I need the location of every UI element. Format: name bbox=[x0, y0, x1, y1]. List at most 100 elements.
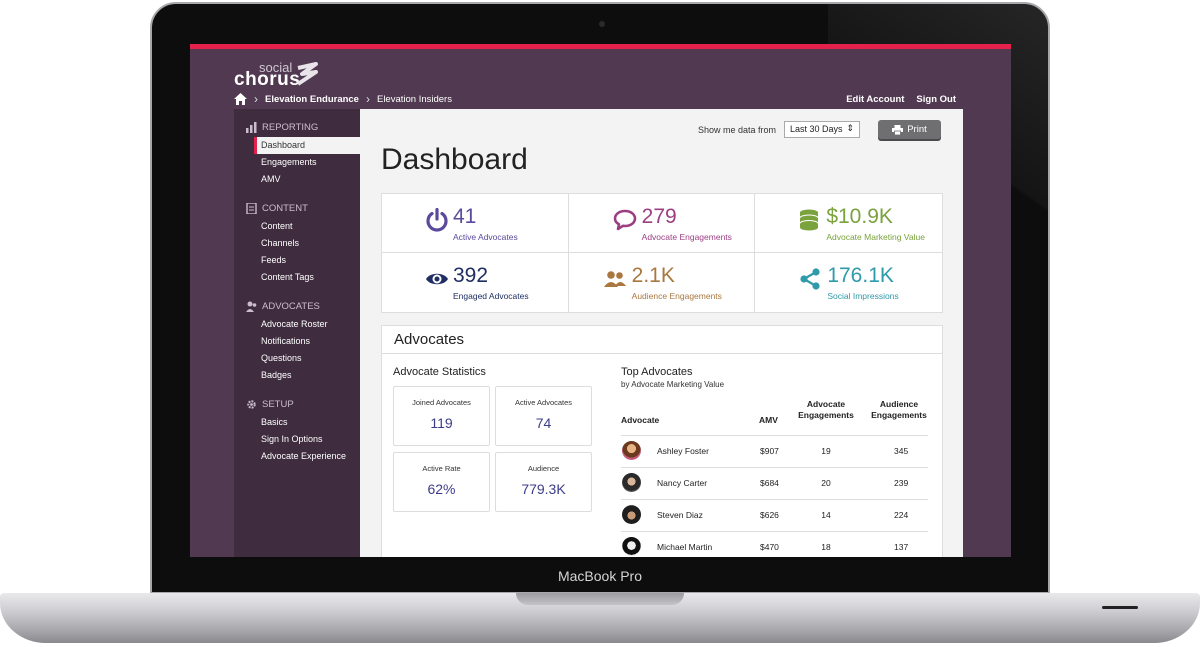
logo-line1: social bbox=[259, 60, 293, 75]
advocate-name[interactable]: Steven Diaz bbox=[657, 510, 703, 520]
breadcrumb-item-1[interactable]: Elevation Endurance bbox=[265, 93, 359, 105]
page-title: Dashboard bbox=[381, 143, 528, 176]
sidebar-item-badges[interactable]: Badges bbox=[261, 370, 292, 380]
chevron-right-icon: › bbox=[365, 92, 370, 106]
section-label: ADVOCATES bbox=[262, 300, 320, 312]
camera-dot bbox=[599, 21, 605, 27]
sidebar-item-amv[interactable]: AMV bbox=[261, 174, 281, 184]
amv-value: $470 bbox=[760, 542, 779, 552]
table-header-divider bbox=[621, 435, 928, 436]
logo-mark-icon bbox=[296, 62, 318, 86]
sidebar-item-channels[interactable]: Channels bbox=[261, 238, 300, 248]
home-icon[interactable] bbox=[234, 93, 247, 105]
section-reporting: REPORTING bbox=[234, 117, 360, 137]
advocates-panel: Advocates Advocate Statistics Joined Adv… bbox=[381, 325, 943, 557]
avatar bbox=[622, 537, 641, 556]
column-header-amv[interactable]: AMV bbox=[759, 415, 778, 425]
sidebar-item-content-tags[interactable]: Content Tags bbox=[261, 272, 314, 282]
date-range-select[interactable]: Last 30 Days ⇕ bbox=[784, 121, 860, 138]
metric-social-impressions[interactable]: 176.1K Social Impressions bbox=[755, 253, 942, 312]
section-setup: SETUP bbox=[234, 394, 360, 414]
advocate-engagements-value: 18 bbox=[821, 542, 831, 552]
logo-line2: chorus bbox=[234, 69, 301, 90]
sidebar-item-questions[interactable]: Questions bbox=[261, 353, 302, 363]
stat-label: Joined Advocates bbox=[412, 398, 471, 407]
user-icon bbox=[246, 301, 257, 312]
sidebar-item-dashboard[interactable]: Dashboard bbox=[254, 137, 360, 154]
section-label: REPORTING bbox=[262, 121, 319, 133]
sign-out-link[interactable]: Sign Out bbox=[916, 94, 956, 105]
print-button[interactable]: Print bbox=[878, 120, 941, 139]
advocate-name[interactable]: Michael Martin bbox=[657, 542, 713, 552]
table-row[interactable]: Ashley Foster $907 19 345 bbox=[621, 435, 928, 467]
row-divider bbox=[621, 531, 928, 532]
sidebar-item-content[interactable]: Content bbox=[261, 221, 293, 231]
metric-value: $10.9K bbox=[826, 205, 893, 228]
sidebar-item-advocate-experience[interactable]: Advocate Experience bbox=[261, 451, 347, 461]
amv-value: $626 bbox=[760, 510, 779, 520]
audience-engagements-value: 239 bbox=[894, 478, 909, 488]
database-stack-icon bbox=[799, 209, 819, 231]
panel-title: Advocates bbox=[382, 326, 942, 354]
metric-value: 279 bbox=[641, 205, 677, 228]
top-advocates-title: Top Advocates bbox=[621, 366, 693, 378]
sidebar-item-advocate-roster[interactable]: Advocate Roster bbox=[261, 319, 328, 329]
avatar bbox=[622, 441, 641, 460]
breadcrumb-item-2[interactable]: Elevation Insiders bbox=[376, 93, 452, 105]
table-row[interactable]: Nancy Carter $684 20 239 bbox=[621, 467, 928, 499]
avatar bbox=[622, 473, 641, 492]
advocate-name[interactable]: Ashley Foster bbox=[657, 446, 709, 456]
advocate-engagements-value: 14 bbox=[821, 510, 831, 520]
advocate-name[interactable]: Nancy Carter bbox=[657, 478, 708, 488]
amv-value: $907 bbox=[760, 446, 779, 456]
sidebar-item-basics[interactable]: Basics bbox=[261, 417, 288, 427]
stat-value: 74 bbox=[535, 415, 552, 431]
printer-icon bbox=[892, 124, 904, 135]
sidebar-item-engagements[interactable]: Engagements bbox=[261, 157, 317, 167]
gear-icon bbox=[247, 399, 256, 409]
metrics-grid: 41 Active Advocates 279 Advocate Engagem… bbox=[381, 193, 943, 313]
section-label: SETUP bbox=[262, 398, 294, 410]
audience-engagements-value: 137 bbox=[894, 542, 909, 552]
metric-advocate-engagements[interactable]: 279 Advocate Engagements bbox=[568, 194, 756, 253]
brand-logo[interactable]: social chorus bbox=[234, 60, 334, 90]
chevron-updown-icon: ⇕ bbox=[846, 123, 854, 133]
print-label: Print bbox=[907, 124, 927, 135]
sidebar-item-sign-in-options[interactable]: Sign In Options bbox=[261, 434, 323, 444]
metric-label: Engaged Advocates bbox=[453, 291, 529, 301]
app-screen: social chorus › Elevation Endurance › El… bbox=[190, 44, 1011, 557]
table-row[interactable]: Michael Martin $470 18 137 bbox=[621, 531, 928, 557]
metric-label: Advocate Marketing Value bbox=[826, 232, 925, 242]
row-divider bbox=[621, 499, 928, 500]
advocate-engagements-value: 19 bbox=[821, 446, 831, 456]
column-header-advocate[interactable]: Advocate bbox=[621, 415, 660, 425]
column-header-audience-engagements[interactable]: Audience Engagements bbox=[871, 399, 927, 420]
main-content: Show me data from Last 30 Days ⇕ Print D… bbox=[360, 109, 963, 557]
share-icon bbox=[800, 268, 820, 290]
stat-label: Active Rate bbox=[422, 464, 461, 473]
stat-card-active: Active Advocates 74 bbox=[495, 386, 592, 446]
stat-card-active-rate: Active Rate 62% bbox=[393, 452, 490, 512]
sidebar-item-notifications[interactable]: Notifications bbox=[261, 336, 311, 346]
edit-account-link[interactable]: Edit Account bbox=[846, 94, 905, 105]
top-advocates-subtitle: by Advocate Marketing Value bbox=[621, 380, 725, 389]
advocate-engagements-value: 20 bbox=[821, 478, 831, 488]
stat-card-joined: Joined Advocates 119 bbox=[393, 386, 490, 446]
advocate-statistics-title: Advocate Statistics bbox=[393, 366, 486, 378]
metric-value: 392 bbox=[453, 264, 489, 287]
metric-advocate-marketing-value[interactable]: $10.9K Advocate Marketing Value bbox=[755, 194, 942, 253]
document-icon bbox=[246, 202, 257, 214]
section-label: CONTENT bbox=[262, 202, 308, 214]
metric-value: 2.1K bbox=[631, 264, 675, 287]
metric-value: 41 bbox=[453, 205, 477, 228]
column-header-advocate-engagements[interactable]: Advocate Engagements bbox=[798, 399, 854, 420]
metric-label: Audience Engagements bbox=[631, 291, 722, 301]
date-range-value: Last 30 Days bbox=[790, 124, 843, 134]
sidebar-item-feeds[interactable]: Feeds bbox=[261, 255, 287, 265]
section-content: CONTENT bbox=[234, 198, 360, 218]
metric-active-advocates[interactable]: 41 Active Advocates bbox=[382, 194, 569, 253]
table-row[interactable]: Steven Diaz $626 14 224 bbox=[621, 499, 928, 531]
metric-audience-engagements[interactable]: 2.1K Audience Engagements bbox=[569, 253, 756, 312]
metric-label: Advocate Engagements bbox=[641, 232, 732, 242]
metric-engaged-advocates[interactable]: 392 Engaged Advocates bbox=[382, 253, 569, 312]
